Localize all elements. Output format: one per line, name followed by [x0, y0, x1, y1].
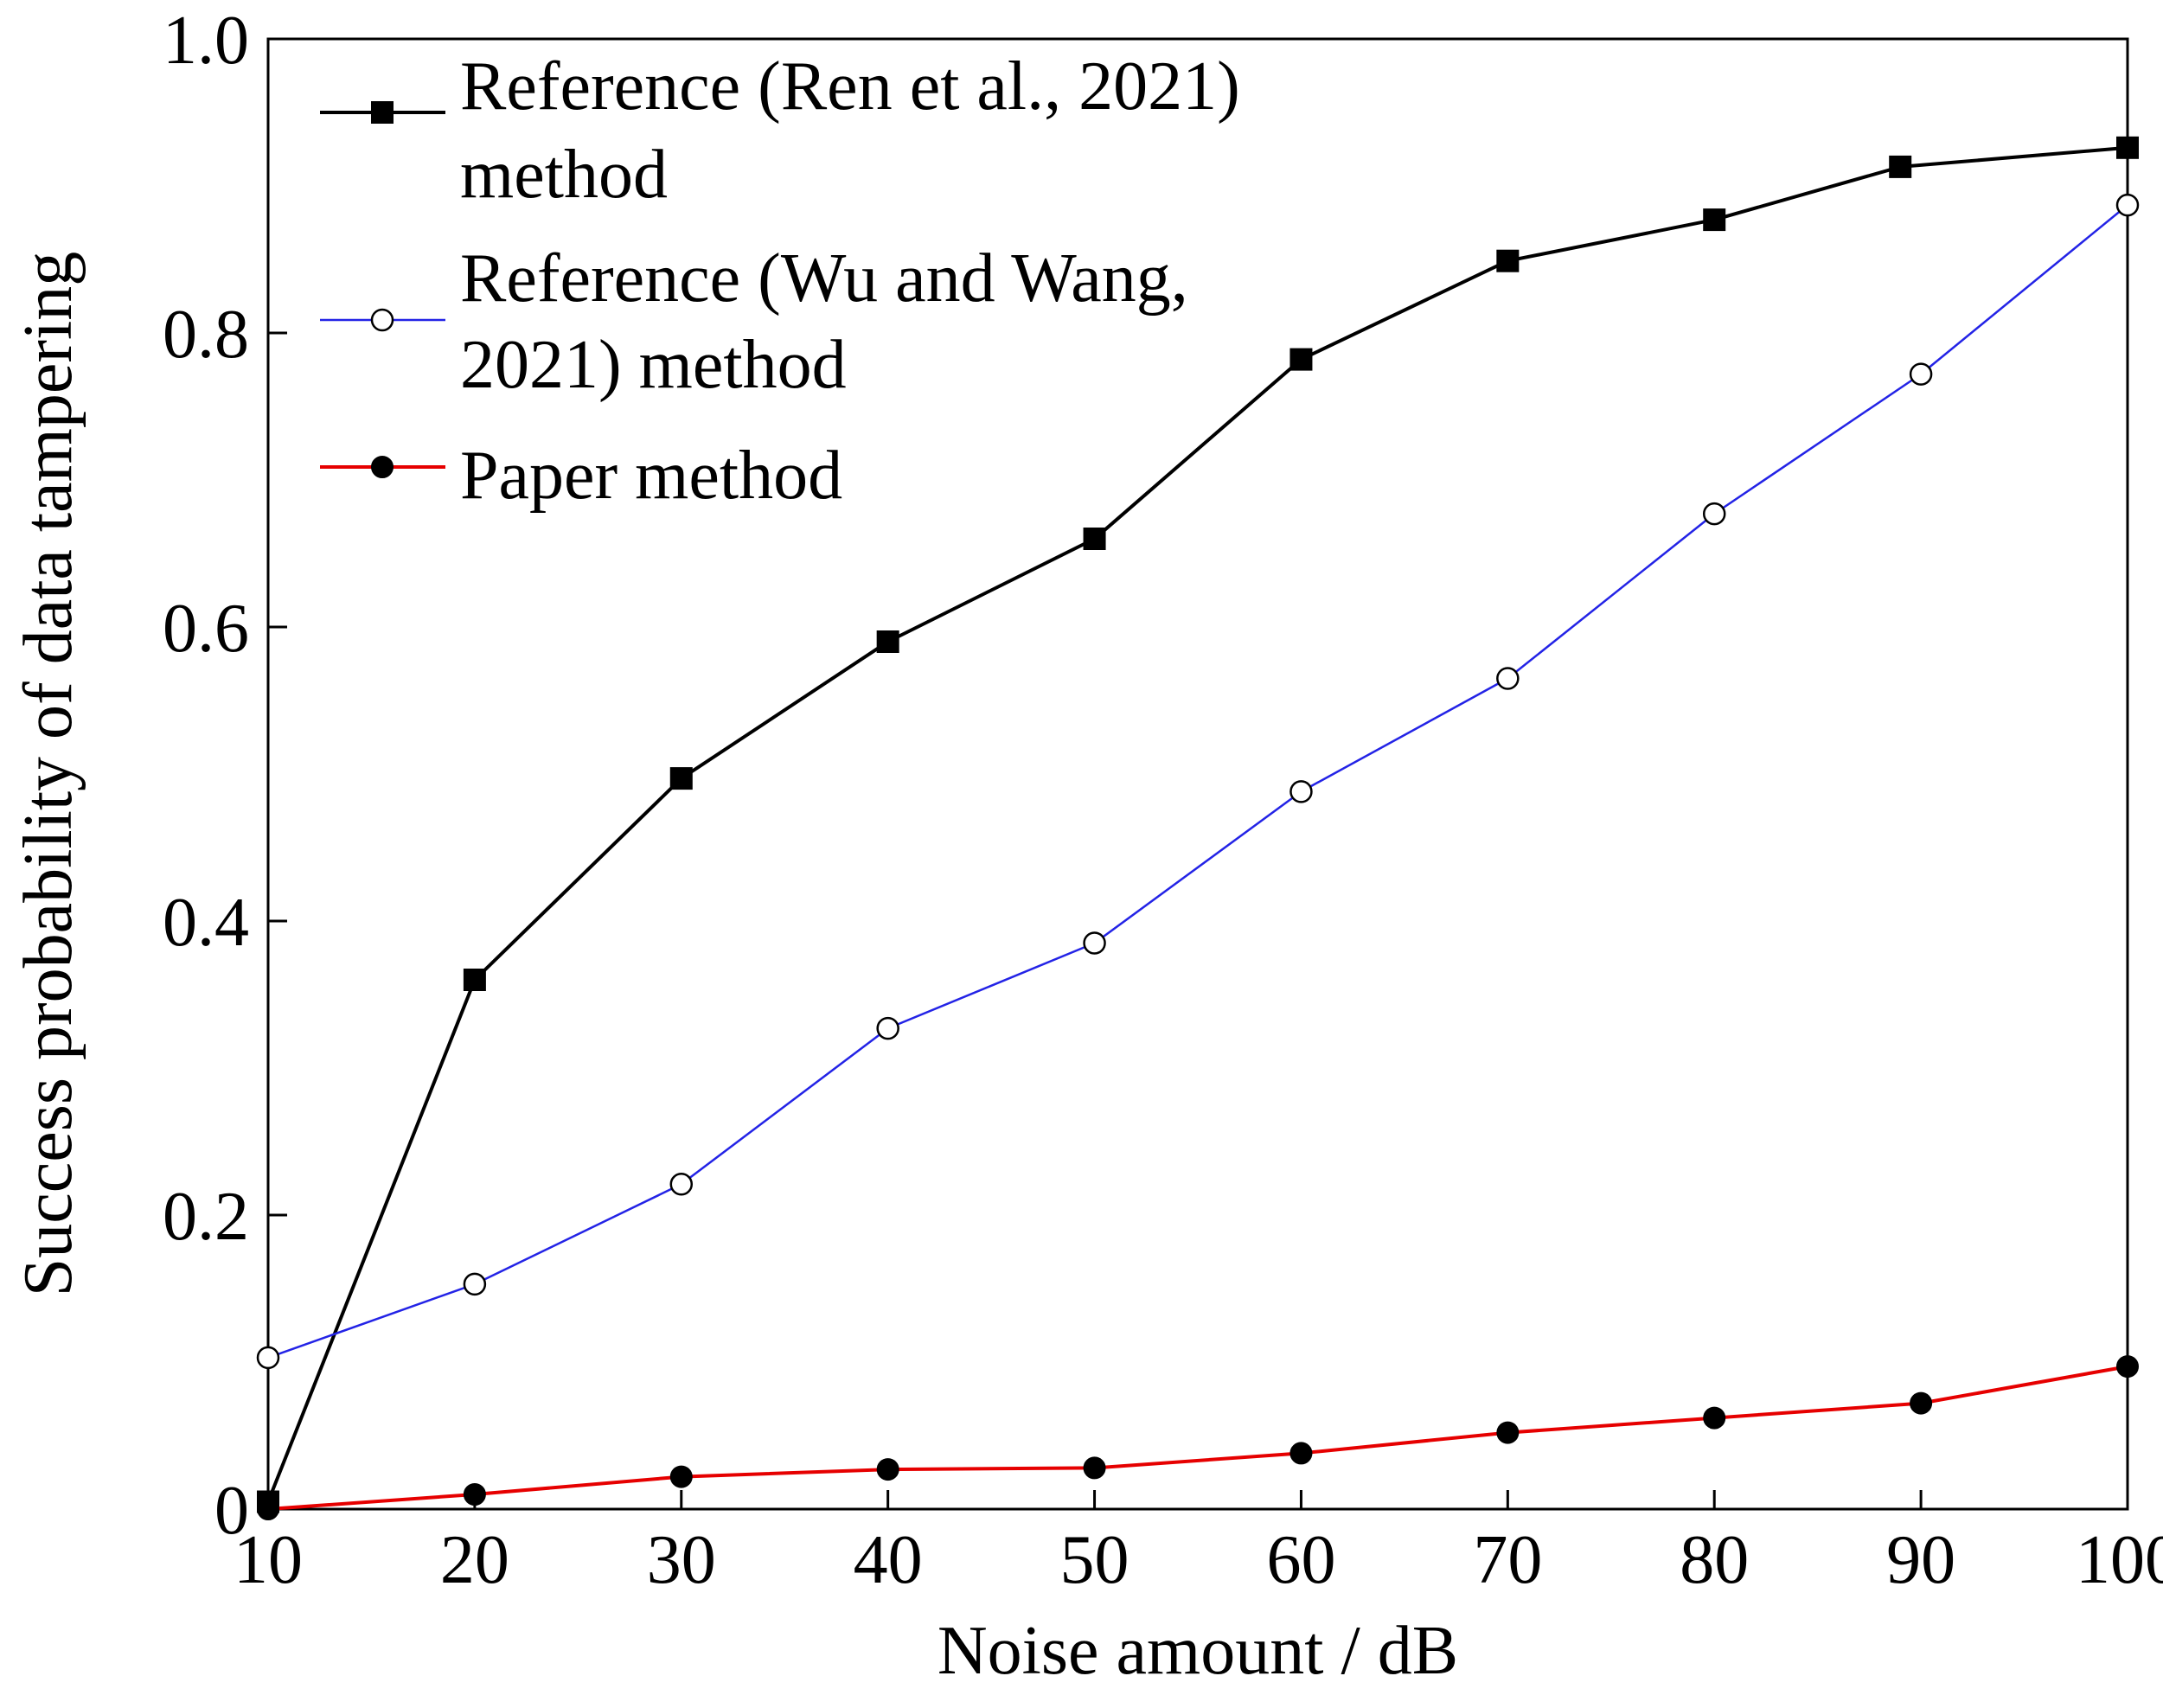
y-tick-label: 0.8 — [163, 297, 249, 373]
data-point — [1703, 208, 1726, 232]
x-tick-label: 90 — [1886, 1522, 1955, 1598]
data-point — [1909, 362, 1933, 386]
data-point — [876, 1016, 899, 1040]
x-tick-label: 20 — [440, 1522, 509, 1598]
x-tick-label: 80 — [1680, 1522, 1749, 1598]
x-tick-label: 50 — [1060, 1522, 1129, 1598]
data-point — [463, 1272, 487, 1296]
data-point — [1083, 1456, 1106, 1480]
data-point — [256, 1346, 280, 1370]
y-tick-label: 0 — [214, 1473, 249, 1549]
data-point — [669, 1465, 693, 1488]
x-axis-ticks: 10 20 30 40 50 60 70 80 90 100 — [234, 1490, 2163, 1598]
series-line — [267, 204, 2128, 1359]
x-tick-label: 100 — [2076, 1522, 2163, 1598]
legend-label: 2021) method — [460, 327, 847, 403]
data-point — [257, 1498, 279, 1520]
legend-entry-2: Paper method — [320, 438, 842, 514]
data-point — [1496, 249, 1520, 272]
data-point — [1496, 667, 1520, 690]
series-2 — [257, 1355, 2139, 1520]
data-point — [1910, 1391, 1933, 1415]
data-point — [463, 969, 486, 991]
data-point — [876, 630, 899, 653]
data-point — [463, 1483, 486, 1506]
data-point — [669, 767, 693, 790]
data-point — [1289, 1442, 1313, 1465]
y-tick-label: 1.0 — [163, 3, 249, 79]
legend-label: Paper method — [460, 438, 842, 514]
data-point — [1083, 528, 1106, 550]
x-tick-label: 70 — [1473, 1522, 1542, 1598]
data-point — [1702, 502, 1726, 526]
plot-frame — [266, 37, 2129, 1511]
legend: Reference (Ren et al., 2021)methodRefere… — [320, 48, 1240, 514]
legend-marker — [370, 308, 394, 332]
data-point — [1083, 931, 1106, 955]
data-point — [1889, 155, 1912, 178]
x-tick-label: 30 — [647, 1522, 716, 1598]
legend-entry-0: Reference (Ren et al., 2021) method — [320, 48, 1240, 213]
legend-entry-1: Reference (Wu and Wang, 2021) method — [320, 240, 1188, 403]
x-tick-label: 40 — [854, 1522, 923, 1598]
legend-label: method — [460, 137, 668, 213]
data-point — [2116, 136, 2139, 159]
data-point — [876, 1458, 899, 1481]
x-tick-label: 60 — [1266, 1522, 1335, 1598]
y-tick-label: 0.6 — [163, 591, 249, 667]
series-1 — [256, 193, 2140, 1370]
legend-label: Reference (Wu and Wang, — [460, 240, 1188, 317]
data-point — [1496, 1421, 1520, 1444]
y-axis-ticks: 0 0.2 0.4 0.6 0.8 1.0 — [163, 3, 287, 1549]
x-tick-label: 10 — [234, 1522, 303, 1598]
y-tick-label: 0.4 — [163, 885, 249, 961]
data-point — [669, 1173, 694, 1196]
legend-marker — [371, 101, 394, 124]
series-line — [266, 145, 2128, 1503]
y-tick-label: 0.2 — [163, 1179, 249, 1255]
data-point — [1703, 1406, 1726, 1430]
y-axis-title: Success probability of data tampering — [10, 252, 86, 1297]
series-line — [267, 1365, 2128, 1511]
series-layer — [256, 136, 2140, 1520]
data-point — [1289, 348, 1313, 371]
legend-marker — [371, 456, 394, 478]
data-point — [1289, 780, 1313, 803]
data-point — [2115, 193, 2140, 217]
legend-label: Reference (Ren et al., 2021) — [460, 48, 1240, 125]
x-axis-title: Noise amount / dB — [938, 1613, 1458, 1689]
data-point — [2116, 1355, 2139, 1379]
